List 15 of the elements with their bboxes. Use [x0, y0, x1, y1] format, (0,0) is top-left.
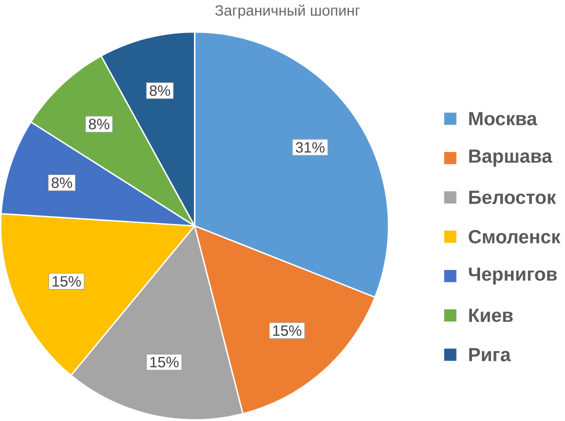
legend-label: Чернигов: [468, 268, 557, 285]
data-label: 31%: [296, 142, 324, 153]
legend-label: Варшава: [469, 150, 552, 167]
legend-label: Киев: [469, 309, 513, 322]
data-label: 15%: [52, 276, 81, 287]
chart-title: Заграничный шопинг: [215, 4, 360, 19]
data-label: 15%: [273, 326, 302, 336]
data-label: 8%: [52, 178, 72, 188]
legend-label: Смоленск: [468, 230, 560, 244]
data-label: 15%: [150, 357, 179, 368]
data-label: 8%: [150, 86, 170, 96]
legend-label: Рига: [469, 348, 511, 362]
legend-label: Москва: [469, 112, 538, 126]
legend-label: Белосток: [469, 191, 556, 204]
data-label: 8%: [88, 119, 110, 130]
